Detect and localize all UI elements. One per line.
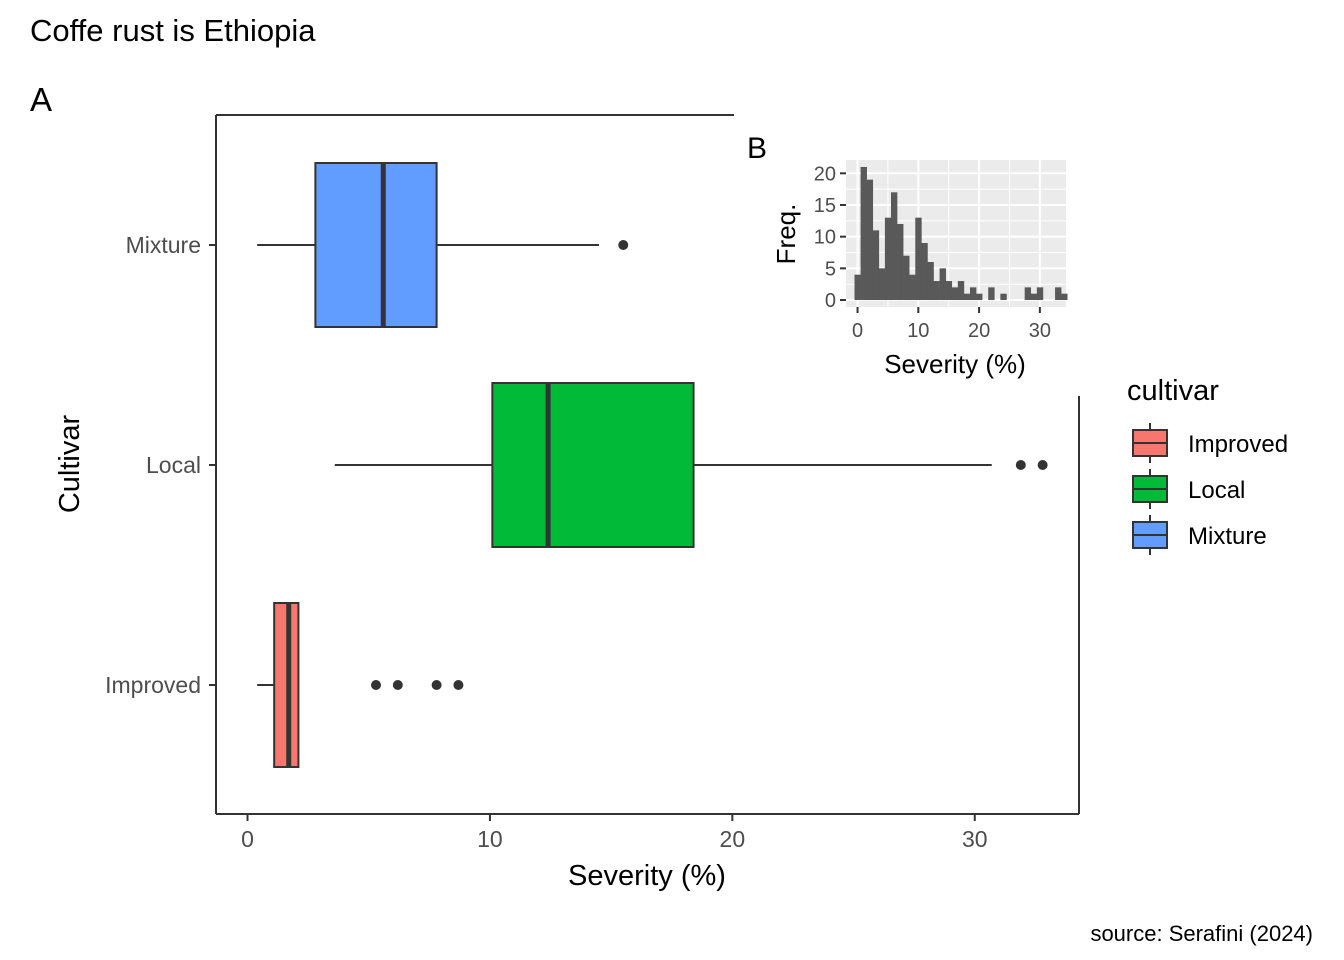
y-axis-title: Cultivar [54,415,86,514]
legend-label: Mixture [1188,523,1267,550]
boxplot-panel: A Improved Local Mixture 0 10 20 30 Severity (… [30,81,1080,892]
inset-x-tick-label: 0 [852,320,863,342]
legend-item-local: Local [1132,469,1245,509]
histogram-bar [860,166,867,301]
histogram-bar [976,293,983,301]
histogram-bar [884,217,892,301]
x-axis-title: Severity (%) [568,860,726,892]
histogram-bar [915,217,922,301]
x-tick-label: 20 [720,826,746,852]
histogram-bar [897,223,904,301]
x-tick-label: 30 [962,826,988,852]
legend-label: Improved [1188,431,1288,458]
histogram-bar [1061,293,1068,301]
histogram-bar [957,281,965,301]
boxplot-marks [257,162,1048,768]
histogram-bar [1030,293,1038,301]
histogram-bar [933,281,940,301]
legend-item-improved: Improved [1132,423,1288,463]
inset-x-tick-label: 10 [907,320,929,342]
histogram-bar [939,268,946,301]
inset-y-tick-label: 0 [825,290,836,312]
outlier-point [1037,460,1048,470]
histogram-bar [1036,287,1044,301]
histogram-bar [921,243,928,301]
inset-y-tick-label: 10 [814,227,836,249]
page-title: Coffe rust is Ethiopia [30,13,316,48]
legend-label: Local [1188,477,1245,504]
box-local [334,382,1048,548]
outlier-point [1015,460,1026,470]
panel-b-label: B [747,132,767,165]
outlier-point [370,680,381,690]
outlier-point [431,680,442,690]
inset-x-tick-label: 20 [968,320,990,342]
y-tick-label: Improved [105,672,201,698]
histogram-bar [878,268,886,301]
histogram-bar [1055,287,1062,301]
outlier-point [392,680,403,690]
histogram-marks: 0 5 10 15 20 0 10 20 30 [814,160,1068,342]
histogram-bar [909,274,916,301]
x-tick-label: 0 [241,826,254,852]
inset-y-tick-label: 20 [814,163,836,185]
histogram-bar [1024,287,1032,301]
histogram-bar [854,274,861,301]
y-tick-label: Mixture [126,232,201,258]
histogram-inset: B 0 5 10 15 20 0 10 20 30 Severity (%) Freq. [734,112,1080,396]
histogram-bar [890,192,898,301]
histogram-bar [945,281,953,301]
histogram-bar [988,287,995,301]
outlier-point [453,680,464,690]
inset-y-axis-title: Freq. [771,204,801,265]
histogram-bar [866,179,874,301]
source-caption: source: Serafini (2024) [1090,921,1313,946]
x-tick-label: 10 [477,826,503,852]
histogram-bar [951,287,959,301]
histogram-bar [927,262,934,301]
legend-title: cultivar [1127,375,1219,407]
histogram-bar [969,287,977,301]
inset-x-tick-label: 30 [1029,320,1051,342]
histogram-bar [1000,293,1007,301]
histogram-bar [903,255,910,301]
legend-item-mixture: Mixture [1132,515,1267,555]
box-improved [257,602,464,768]
box-mixture [257,162,629,328]
outlier-point [618,240,629,250]
inset-y-tick-label: 5 [825,258,836,280]
box-iqr [491,382,695,548]
inset-y-tick-label: 15 [814,195,836,217]
box-iqr [314,162,438,328]
histogram-bar [963,293,971,301]
histogram-bar [872,230,880,301]
panel-a-label: A [30,81,52,118]
inset-x-axis-title: Severity (%) [884,349,1026,379]
legend: cultivar Improved Local Mixture [1127,375,1288,555]
y-tick-label: Local [146,452,201,478]
